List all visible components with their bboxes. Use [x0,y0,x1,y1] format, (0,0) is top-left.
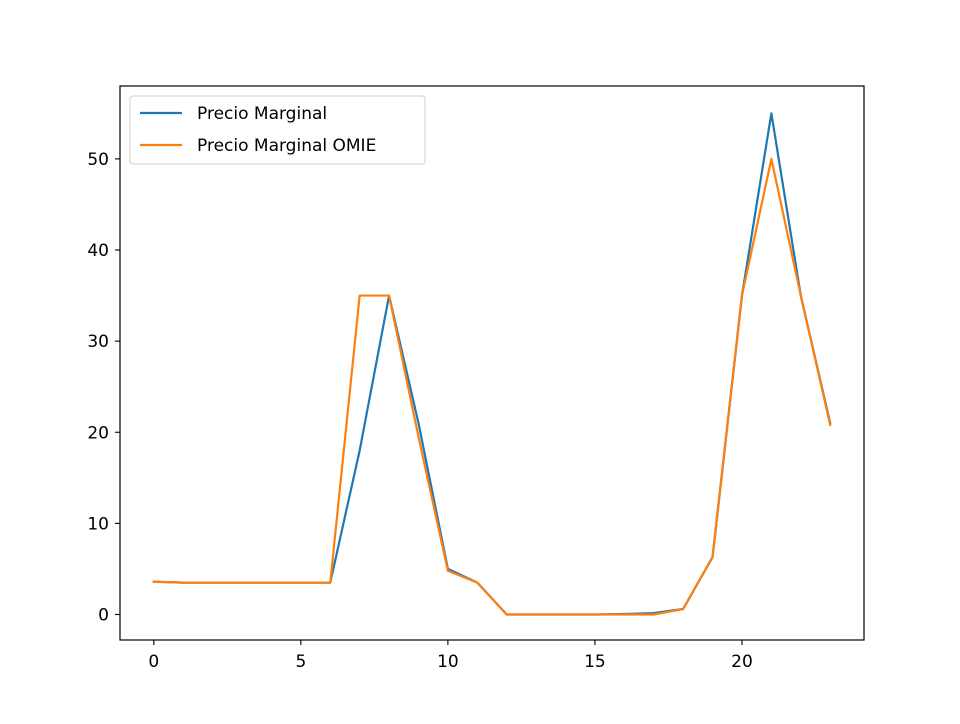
series-line-2 [152,157,832,616]
legend: Precio Marginal Precio Marginal OMIE [129,95,426,165]
x-tick-label: 10 [437,652,459,672]
plot-area [120,86,864,640]
axes: 0 5 10 15 20 0 10 20 30 40 50 [87,85,865,672]
legend-label-2: Precio Marginal OMIE [197,136,376,156]
x-tick-label: 15 [584,652,606,672]
y-tick-label: 30 [87,332,109,352]
x-tick-label: 5 [295,652,306,672]
axes-frame [119,85,865,641]
y-tick-label: 10 [87,514,109,534]
y-tick-label: 40 [87,241,109,261]
y-tick-label: 20 [87,423,109,443]
legend-label-1: Precio Marginal [197,104,327,124]
y-tick-label: 0 [98,605,109,625]
y-tick-label: 50 [87,150,109,170]
series-lines [152,112,832,616]
legend-box [129,95,426,165]
plot-background [120,86,864,640]
x-tick-label: 20 [731,652,753,672]
x-tick-label: 0 [148,652,159,672]
